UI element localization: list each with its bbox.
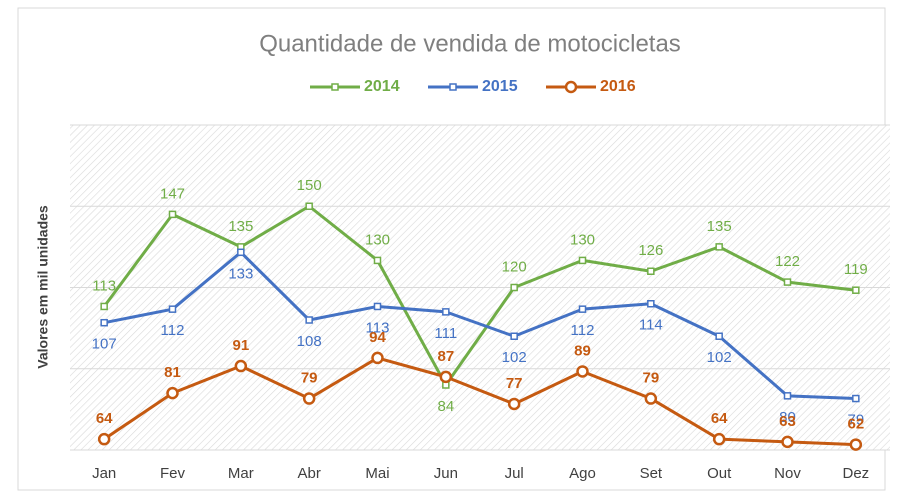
data-label: 64: [96, 410, 113, 427]
data-label: 63: [779, 413, 796, 430]
data-label: 150: [297, 177, 322, 194]
point: [510, 332, 518, 340]
x-tick-label: Mar: [228, 465, 254, 482]
point: [100, 302, 108, 311]
point: [849, 438, 863, 451]
data-label: 112: [161, 322, 185, 339]
data-label: 107: [92, 336, 117, 353]
y-axis-label: Valores em mil unidades: [35, 205, 51, 369]
data-label: 94: [369, 329, 386, 346]
x-tick-label: Fev: [160, 465, 186, 482]
data-label: 122: [775, 253, 800, 270]
x-tick-label: Mai: [365, 465, 389, 482]
x-tick-label: Dez: [842, 465, 869, 482]
point: [305, 316, 313, 324]
point: [510, 283, 518, 292]
data-label: 79: [301, 370, 318, 387]
point: [507, 397, 521, 411]
point: [373, 302, 382, 311]
x-tick-label: Jan: [92, 465, 116, 482]
data-label: 87: [437, 348, 454, 365]
point: [715, 243, 723, 251]
data-label: 81: [164, 364, 181, 381]
point: [852, 286, 860, 294]
x-tick-label: Jun: [434, 465, 458, 482]
data-label: 120: [502, 258, 527, 275]
data-label: 64: [711, 410, 728, 427]
data-label: 84: [437, 398, 454, 415]
x-tick-label: Abr: [297, 465, 320, 482]
data-label: 119: [844, 261, 868, 278]
point: [439, 370, 453, 384]
point: [576, 365, 589, 378]
legend-marker: [331, 83, 339, 91]
data-label: 111: [434, 325, 457, 342]
point: [712, 432, 726, 446]
data-label: 130: [365, 231, 390, 248]
data-label: 108: [297, 333, 322, 350]
point: [234, 359, 248, 373]
series-line: [102, 204, 857, 387]
x-tick-label: Set: [640, 465, 663, 482]
x-tick-label: Out: [707, 465, 732, 482]
legend-label: 2015: [482, 78, 518, 95]
point: [783, 392, 792, 400]
data-label: 133: [228, 265, 253, 282]
point: [852, 394, 860, 403]
data-label: 126: [638, 242, 663, 259]
point: [578, 305, 587, 313]
data-label: 130: [570, 231, 595, 248]
point: [168, 305, 177, 313]
point: [781, 435, 794, 449]
legend-marker: [564, 80, 578, 94]
data-label: 62: [847, 416, 864, 433]
point: [305, 202, 313, 210]
data-label: 89: [574, 342, 591, 359]
x-tick-label: Ago: [569, 465, 596, 482]
point: [100, 318, 108, 327]
point: [97, 432, 111, 446]
point: [647, 267, 655, 275]
point: [442, 308, 450, 316]
point: [302, 392, 316, 405]
point: [237, 248, 245, 257]
data-label: 80: [779, 409, 796, 426]
series-line: [103, 356, 856, 447]
point: [715, 332, 723, 340]
legend-label: 2016: [600, 78, 636, 95]
data-label: 113: [92, 277, 116, 294]
chart-title: Quantidade de vendida de motocicletas: [259, 30, 681, 57]
point: [371, 351, 384, 365]
data-label: 79: [642, 370, 659, 387]
series-line: [103, 250, 856, 401]
point: [578, 256, 587, 265]
data-label: 77: [506, 375, 523, 392]
data-label: 135: [707, 218, 732, 235]
x-tick-label: Jul: [505, 465, 524, 482]
data-label: 147: [160, 185, 185, 202]
x-tick-label: Nov: [774, 465, 801, 482]
data-label: 135: [228, 218, 253, 235]
data-label: 91: [232, 337, 249, 354]
point: [644, 392, 658, 405]
point: [373, 256, 382, 265]
point: [168, 210, 177, 219]
point: [783, 278, 792, 286]
data-label: 112: [571, 322, 595, 339]
data-label: 102: [502, 349, 527, 366]
legend-label: 2014: [364, 78, 400, 95]
legend-marker: [449, 83, 457, 91]
point: [166, 386, 179, 400]
data-label: 113: [366, 319, 390, 336]
point: [647, 300, 655, 308]
data-label: 114: [639, 317, 663, 334]
data-label: 79: [847, 412, 864, 429]
data-label: 102: [707, 349, 732, 366]
